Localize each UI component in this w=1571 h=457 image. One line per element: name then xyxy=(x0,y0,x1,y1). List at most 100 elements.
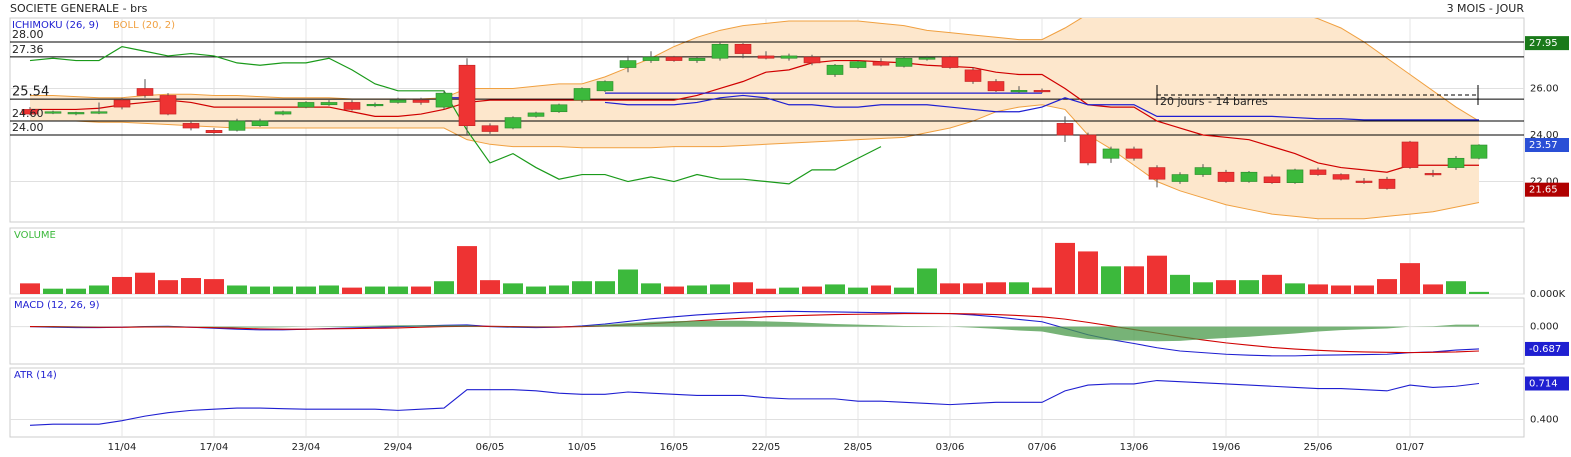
candle-body xyxy=(504,117,522,129)
volume-bar xyxy=(1446,281,1466,294)
volume-bar xyxy=(526,286,546,294)
plot xyxy=(20,242,1489,294)
volume-bar xyxy=(388,286,408,294)
volume-bar xyxy=(1055,242,1075,294)
volume-bar xyxy=(411,286,431,294)
volume-bar xyxy=(641,283,661,294)
candle-body xyxy=(113,99,131,108)
volume-bar xyxy=(250,286,270,294)
volume-bar xyxy=(779,287,799,294)
candle-body xyxy=(964,69,982,82)
volume-bar xyxy=(687,285,707,294)
candle-body xyxy=(1378,178,1396,189)
volume-bar xyxy=(365,286,385,294)
ichimoku-line xyxy=(29,45,882,185)
volume-bar xyxy=(1377,279,1397,294)
x-tick-label: 28/05 xyxy=(844,442,873,453)
candle-body xyxy=(849,61,867,68)
volume-bar xyxy=(1285,283,1305,294)
volume-bar xyxy=(158,280,178,294)
candle-body xyxy=(757,55,775,59)
last-value-box xyxy=(1525,376,1569,391)
x-tick-label: 17/04 xyxy=(200,442,229,453)
candle-body xyxy=(642,56,660,61)
volume-bar xyxy=(457,246,477,294)
x-tick-label: 10/05 xyxy=(568,442,597,453)
volume-bar xyxy=(1239,280,1259,294)
volume-bar xyxy=(296,286,316,294)
price-marker-label: 27.95 xyxy=(1529,38,1558,49)
y-tick-label: 0.000 xyxy=(1530,322,1559,333)
volume-bar xyxy=(1308,284,1328,294)
x-tick-label: 29/04 xyxy=(384,442,413,453)
volume-bar xyxy=(43,288,63,294)
y-tick-label: 0.400 xyxy=(1530,415,1559,426)
volume-bar xyxy=(618,269,638,294)
volume-bar xyxy=(1009,282,1029,294)
ichimoku-line xyxy=(30,59,1479,173)
candle-body xyxy=(1102,148,1120,159)
plot xyxy=(29,379,1480,426)
volume-bar xyxy=(204,279,224,294)
bollinger-upper xyxy=(30,18,1480,122)
panel-title: ATR (14) xyxy=(14,370,57,381)
candle-body xyxy=(1148,167,1166,180)
volume-bar xyxy=(1124,266,1144,294)
volume-bar xyxy=(503,283,523,294)
price-marker xyxy=(1525,182,1569,197)
panel-title: MACD (12, 26, 9) xyxy=(14,300,100,311)
volume-bar xyxy=(112,276,132,294)
candle-body xyxy=(297,102,315,108)
volume-bar xyxy=(342,287,362,294)
x-tick-label: 03/06 xyxy=(936,442,965,453)
candle-body xyxy=(803,56,821,64)
candle-body xyxy=(1424,173,1442,176)
candle-body xyxy=(596,81,614,92)
candle-body xyxy=(1355,180,1373,183)
volume-bar xyxy=(710,284,730,294)
candle-body xyxy=(1217,171,1235,182)
candle-body xyxy=(67,112,85,115)
x-tick-label: 19/06 xyxy=(1212,442,1241,453)
volume-bar xyxy=(1193,282,1213,294)
candle-body xyxy=(343,102,361,110)
volume-bar xyxy=(733,282,753,294)
candle-body xyxy=(136,88,154,96)
x-tick-label: 13/06 xyxy=(1120,442,1149,453)
indicator-legend: ICHIMOKU (26, 9) xyxy=(12,20,99,31)
measure-annotation: 20 jours - 14 barres xyxy=(1156,85,1479,108)
candle-body xyxy=(1240,171,1258,182)
volume-bar xyxy=(940,283,960,294)
instrument-title: SOCIETE GENERALE - brs xyxy=(10,2,148,15)
candle-body xyxy=(527,112,545,117)
y-tick-label: 22.00 xyxy=(1530,177,1559,188)
x-tick-label: 16/05 xyxy=(660,442,689,453)
volume-bar xyxy=(986,282,1006,294)
x-tick-label: 01/07 xyxy=(1396,442,1425,453)
candle-body xyxy=(1056,123,1074,136)
indicator-line xyxy=(29,379,1480,426)
volume-bar xyxy=(1078,251,1098,294)
candle-body xyxy=(1171,174,1189,182)
volume-bar xyxy=(802,286,822,294)
bollinger-band xyxy=(30,18,1479,219)
volume-bar xyxy=(595,281,615,294)
x-tick-label: 06/05 xyxy=(476,442,505,453)
histogram-area xyxy=(30,320,1479,342)
volume-bar xyxy=(963,283,983,294)
plot xyxy=(10,18,1524,220)
volume-bar xyxy=(871,285,891,294)
indicator-legend: BOLL (20, 2) xyxy=(113,20,175,31)
candle-body xyxy=(872,61,890,66)
volume-bar xyxy=(756,288,776,294)
price-marker-label: 23.57 xyxy=(1529,140,1558,151)
candle-body xyxy=(21,109,39,115)
panel-title: VOLUME xyxy=(14,230,56,241)
volume-bar xyxy=(273,286,293,294)
level-label: 24.60 xyxy=(12,107,44,120)
candle-body xyxy=(688,57,706,61)
volume-bar xyxy=(848,287,868,294)
volume-bar xyxy=(1354,285,1374,294)
volume-bar xyxy=(181,278,201,294)
